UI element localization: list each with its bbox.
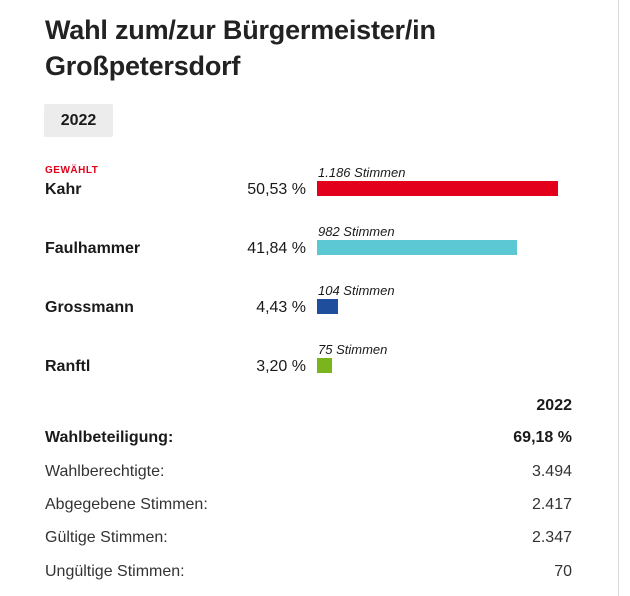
stats-row: Abgegebene Stimmen: 2.417 (0, 496, 618, 518)
year-tab-2022[interactable]: 2022 (44, 104, 113, 137)
candidate-row: Ranftl 3,20 % 75 Stimmen (0, 342, 618, 392)
stats-label: Wahlbeteiligung: (45, 429, 174, 446)
stats-row: Ungültige Stimmen: 70 (0, 563, 618, 585)
candidate-votes-label: 982 Stimmen (318, 224, 395, 239)
stats-value: 69,18 % (513, 429, 572, 446)
stats-value: 2.417 (531, 496, 572, 513)
candidate-bar (317, 181, 558, 196)
candidate-row: Faulhammer 41,84 % 982 Stimmen (0, 224, 618, 274)
candidate-bar (317, 240, 517, 255)
candidate-votes-label: 1.186 Stimmen (318, 165, 406, 180)
stats-label: Ungültige Stimmen: (45, 563, 185, 580)
stats-row: Wahlberechtigte: 3.494 (0, 463, 618, 485)
stats-row: Gültige Stimmen: 2.347 (0, 529, 618, 551)
stats-value: 3.494 (531, 463, 572, 480)
candidate-name: Kahr (45, 181, 82, 198)
stats-value: 2.347 (531, 529, 572, 546)
candidate-percent: 4,43 % (256, 299, 306, 316)
stats-year-header: 2022 (536, 397, 572, 414)
stats-value: 70 (554, 563, 572, 580)
stats-row: Wahlbeteiligung: 69,18 % (0, 429, 618, 451)
candidate-name: Grossmann (45, 299, 134, 316)
stats-label: Wahlberechtigte: (45, 463, 165, 480)
candidate-percent: 50,53 % (247, 181, 306, 198)
elected-badge: GEWÄHLT (45, 165, 99, 176)
candidate-name: Ranftl (45, 358, 91, 375)
candidate-bar (317, 299, 338, 314)
stats-label: Gültige Stimmen: (45, 529, 168, 546)
candidate-name: Faulhammer (45, 240, 141, 257)
right-divider (618, 0, 619, 596)
page-title: Wahl zum/zur Bürgermeister/in Großpeters… (45, 15, 436, 81)
candidate-percent: 3,20 % (256, 358, 306, 375)
candidate-bar (317, 358, 332, 373)
stats-label: Abgegebene Stimmen: (45, 496, 208, 513)
candidate-row: Grossmann 4,43 % 104 Stimmen (0, 283, 618, 333)
candidate-percent: 41,84 % (247, 240, 306, 257)
candidate-row: GEWÄHLT Kahr 50,53 % 1.186 Stimmen (0, 165, 618, 215)
candidate-votes-label: 75 Stimmen (318, 342, 388, 357)
candidate-votes-label: 104 Stimmen (318, 283, 395, 298)
